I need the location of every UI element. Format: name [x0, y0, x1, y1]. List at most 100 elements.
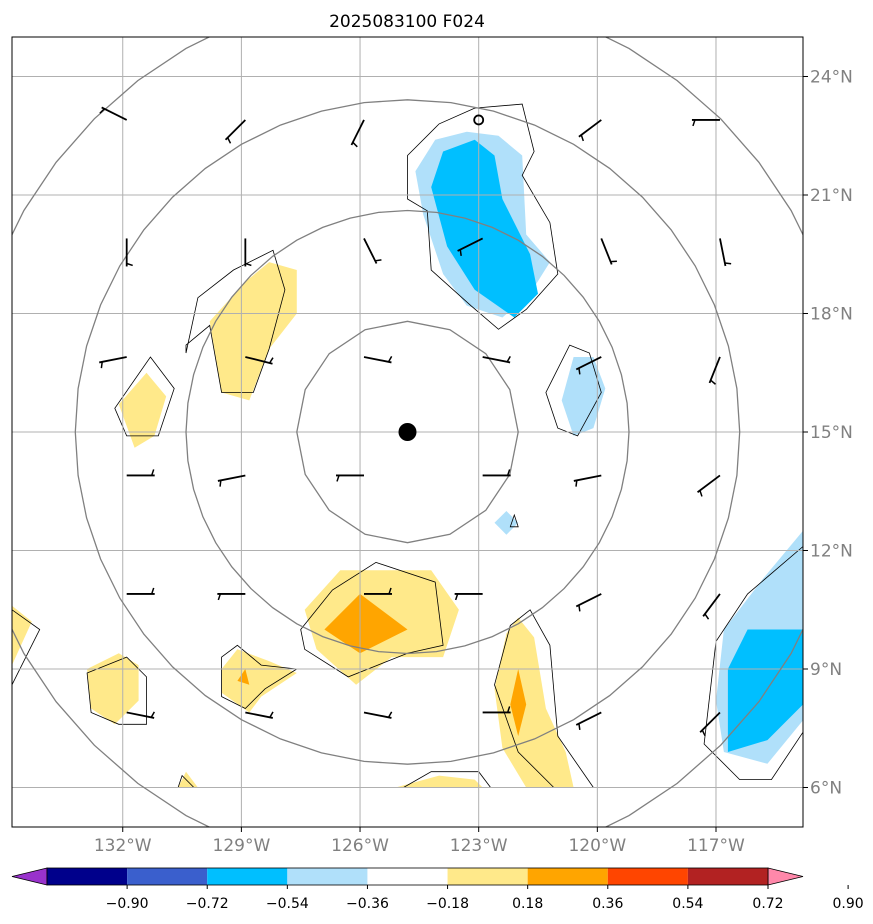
- storm-markers: [398, 114, 485, 441]
- wind-barb-feather: [692, 119, 696, 127]
- range-ring-1: [185, 209, 630, 655]
- shaded-region-12: [221, 649, 297, 713]
- shaded-region-11: [510, 669, 527, 737]
- wind-barb-feather: [126, 262, 133, 267]
- wind-barb-32: [482, 706, 511, 714]
- wind-barb-19: [335, 474, 364, 482]
- wind-barb-feather: [701, 729, 706, 737]
- lon-tick-label: 129°W: [213, 836, 271, 856]
- wind-barb-28: [702, 593, 721, 620]
- lat-tick-label: 15°N: [810, 423, 853, 443]
- colorbar-segment-5: [447, 868, 528, 885]
- wind-barb-34: [699, 711, 721, 737]
- wind-barb-shaft: [363, 238, 378, 264]
- contour-line-4: [185, 249, 286, 393]
- contour-line-10: [12, 609, 41, 685]
- range-ring-0: [296, 320, 519, 544]
- colorbar-segment-7: [607, 868, 688, 885]
- wind-barb-shaft: [350, 119, 365, 146]
- lat-tick-label: 6°N: [810, 779, 842, 799]
- wind-barb-18: [217, 474, 246, 487]
- wind-barb-feather: [704, 613, 710, 620]
- storm-track-point-0: [473, 114, 485, 126]
- shaded-regions: [12, 131, 803, 788]
- wind-barb-8: [457, 237, 484, 256]
- wind-barb-feather: [388, 587, 392, 595]
- contour-line-9: [86, 656, 147, 725]
- wind-barb-17: [126, 469, 155, 477]
- wind-barb-feather: [578, 368, 581, 375]
- wind-barb-feather: [387, 355, 393, 363]
- wind-barb-13: [363, 355, 393, 364]
- lon-tick-label: 120°W: [568, 836, 626, 856]
- colorbar-segment-4: [367, 868, 448, 885]
- lat-tick-label: 24°N: [810, 68, 853, 88]
- wind-barb-feather: [459, 249, 462, 256]
- wind-barb-shaft: [482, 356, 511, 364]
- wind-barb-9: [600, 238, 617, 265]
- wind-barb-feather: [150, 469, 155, 476]
- shaded-region-10: [494, 617, 574, 788]
- colorbar-segment-8: [687, 868, 768, 885]
- shaded-region-14: [87, 653, 139, 725]
- wind-barb-3: [578, 119, 602, 142]
- wind-barb-shaft: [217, 474, 246, 482]
- contour-line-5: [114, 356, 175, 437]
- wind-barb-shaft: [245, 356, 273, 365]
- wind-barb-feather: [269, 711, 274, 718]
- colorbar-extend-low: [11, 867, 48, 886]
- colorbar-tick-label: −0.90: [106, 896, 149, 912]
- wind-barb-27: [575, 593, 602, 612]
- wind-barb-feather: [375, 259, 382, 262]
- shaded-region-7: [118, 372, 167, 448]
- shaded-region-16: [395, 775, 483, 788]
- wind-barb-4: [691, 119, 720, 127]
- wind-barb-5: [125, 238, 133, 267]
- wind-barb-6: [244, 238, 252, 267]
- wind-barb-feather: [578, 723, 581, 730]
- contour-line-2: [509, 513, 519, 528]
- shaded-region-2: [561, 357, 606, 436]
- colorbar-segment-1: [127, 868, 208, 885]
- lat-tick-label: 18°N: [810, 305, 853, 325]
- plot-area: [12, 37, 803, 827]
- wind-barbs: [99, 106, 732, 737]
- wind-barb-shaft: [600, 238, 613, 265]
- colorbar-tick-label: −0.72: [186, 896, 229, 912]
- wind-barb-25: [363, 587, 392, 595]
- shaded-region-13: [237, 669, 250, 685]
- colorbar-tick-label: −0.54: [266, 896, 309, 912]
- wind-barb-24: [217, 593, 246, 601]
- colorbar-tick-label: 0.72: [752, 896, 783, 912]
- wind-barb-feather: [699, 490, 703, 497]
- wind-barb-feather: [724, 262, 732, 265]
- wind-barb-shaft: [457, 237, 484, 252]
- lon-tick-label: 123°W: [450, 836, 508, 856]
- contour-line-1: [545, 344, 602, 437]
- wind-barb-shaft: [699, 711, 721, 733]
- colorbar-segment-2: [207, 868, 288, 885]
- wind-barb-feather: [268, 357, 274, 364]
- wind-barb-shaft: [702, 593, 721, 617]
- shaded-region-3: [494, 511, 519, 535]
- wind-barb-14: [482, 355, 511, 364]
- contour-line-0: [407, 103, 559, 330]
- storm-center-dot: [398, 423, 417, 441]
- colorbar-tick-label: 0.18: [512, 896, 543, 912]
- wind-barb-0: [99, 106, 128, 121]
- wind-barb-15: [575, 356, 602, 375]
- lat-tick-label: 12°N: [810, 542, 853, 562]
- lat-tick-label: 21°N: [810, 186, 853, 206]
- wind-barb-shaft: [575, 593, 602, 608]
- wind-barb-23: [126, 587, 155, 595]
- wind-barb-feather: [506, 355, 511, 363]
- wind-barb-shaft: [224, 119, 246, 141]
- range-rings: [12, 37, 803, 827]
- wind-barb-shaft: [697, 474, 721, 493]
- lat-tick-label: 9°N: [810, 660, 842, 680]
- shaded-region-1: [431, 139, 538, 318]
- colorbar-tick-label: 0.90: [833, 896, 864, 912]
- shaded-region-9: [324, 593, 408, 654]
- wind-barb-16: [708, 356, 721, 385]
